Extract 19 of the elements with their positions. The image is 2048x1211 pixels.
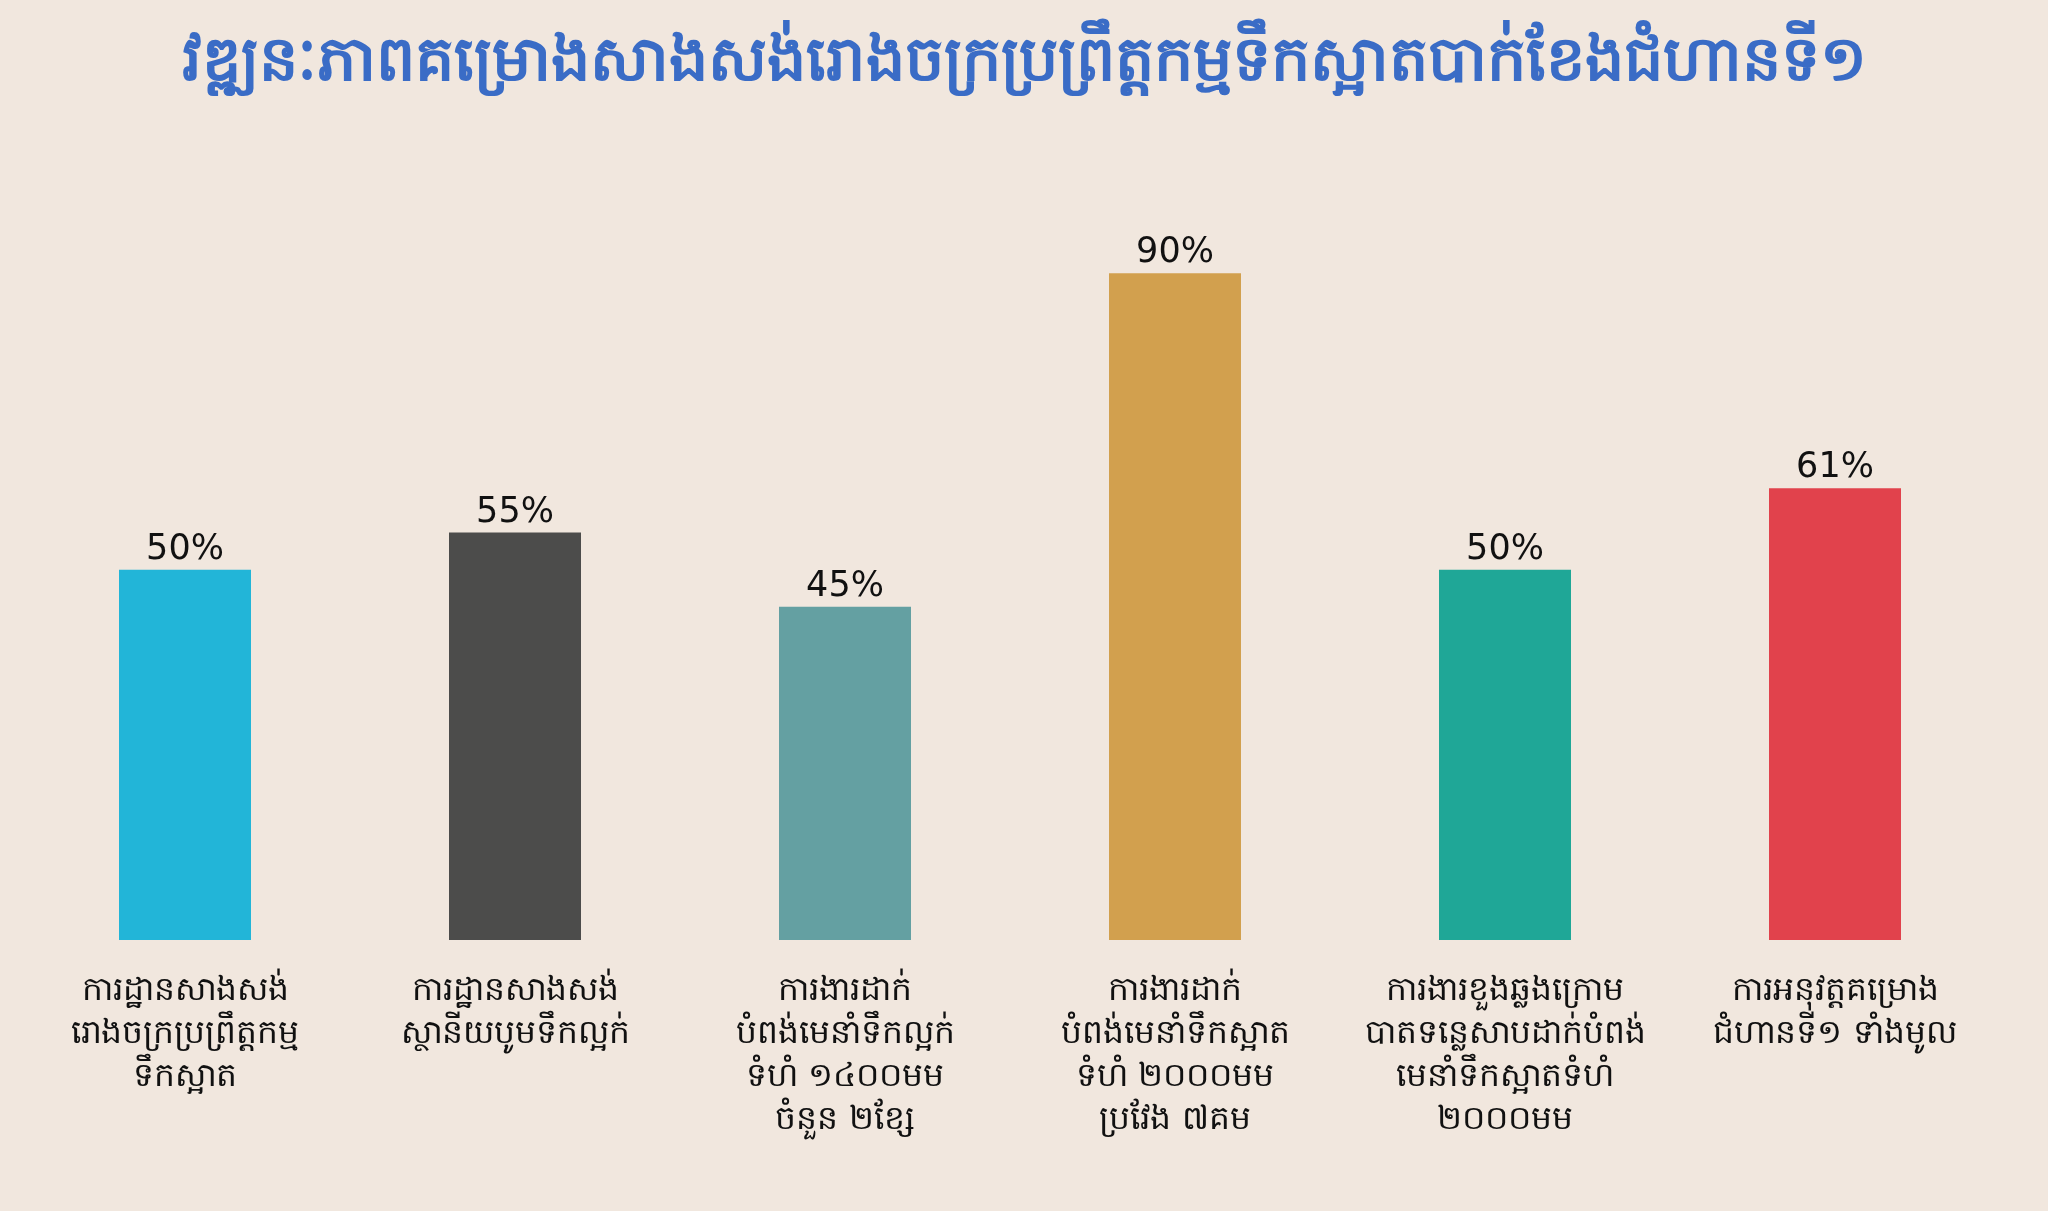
chart-title: វឌ្ឍនៈភាពគម្រោងសាងសង់រោងចក្រប្រព្រឹត្តកម្មទឹកស្អាតបាក់ខែងជំហានទី១ xyxy=(181,17,1867,97)
x-tick-label: ការអនុវត្តគម្រោង ជំហានទី១ ទាំងមូល xyxy=(1713,969,1957,1054)
x-tick-label: ការដ្ឋានសាងសង់ ស្ថានីយបូមទឹកល្អក់ xyxy=(400,968,630,1054)
x-tick-label: ការងារដាក់ បំពង់មេនាំទឹកល្អក់ ទំហំ ១៤០០មម ចំនួន ២ខ្សែ xyxy=(735,968,955,1140)
bar xyxy=(1439,569,1571,940)
data-label: 50% xyxy=(1466,526,1544,567)
x-tick-label: ការងារខួងឆ្លងក្រោម បាតទន្លេសាបដាក់បំពង់ មេនាំទឹកស្អាតទំហំ ២០០០មម xyxy=(1364,969,1646,1137)
data-label: 55% xyxy=(476,489,554,530)
x-tick-label: ការងារដាក់ បំពង់មេនាំទឹកស្អាត ទំហំ ២០០០មម ប្រវែង ៧គម xyxy=(1060,968,1290,1138)
x-tick-label: ការដ្ឋានសាងសង់ រោងចក្រប្រព្រឹត្តកម្ម ទឹកស្អាត xyxy=(71,968,299,1095)
data-label: 61% xyxy=(1796,445,1874,486)
data-label: 90% xyxy=(1136,230,1214,271)
data-label: 50% xyxy=(146,526,224,567)
bar xyxy=(119,569,251,940)
bar xyxy=(779,606,911,940)
bar xyxy=(1769,488,1901,940)
data-label: 45% xyxy=(806,563,884,604)
bar xyxy=(449,532,581,940)
bar xyxy=(1109,273,1241,940)
